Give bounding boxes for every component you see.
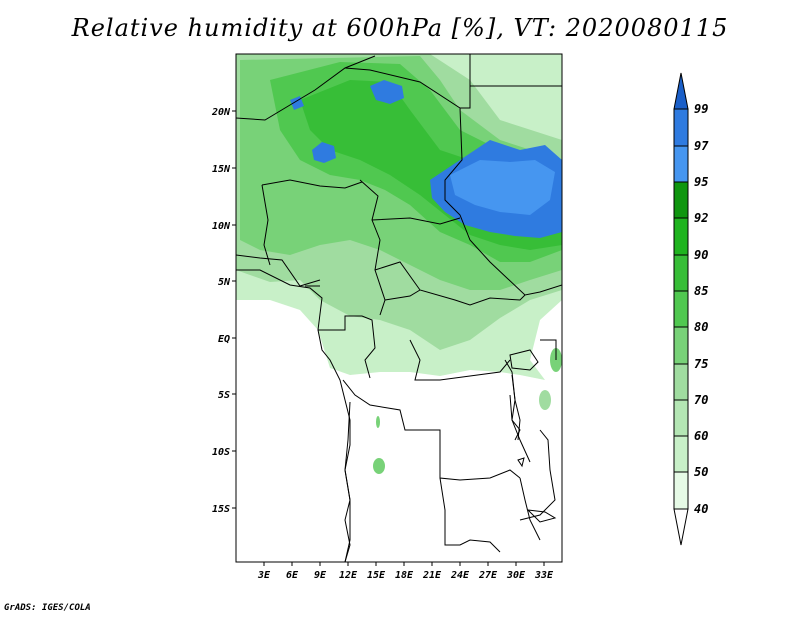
colorbar-label: 85 [694, 284, 708, 298]
colorbar-labels: 40 50 60 70 75 80 85 90 92 95 97 99 [694, 102, 709, 516]
colorbar-segment [673, 145, 689, 183]
colorbar-segment [673, 254, 689, 292]
lon-tick-labels: 3E 6E 9E 12E 15E 18E 21E 24E 27E 30E 33E [257, 570, 554, 581]
map-title: Relative humidity at 600hPa [%], VT: 202… [71, 14, 729, 42]
colorbar-label: 70 [694, 393, 708, 407]
lat-tick-label: 5S [218, 390, 230, 401]
colorbar-label: 50 [694, 465, 708, 479]
lon-tick-marks [263, 562, 545, 566]
lat-tick-labels: 20N 15N 10N 5N EQ 5S 10S 15S [211, 107, 231, 515]
lon-tick-label: 33E [534, 570, 554, 581]
colorbar-segment [673, 508, 689, 546]
lat-tick-marks [232, 110, 236, 509]
lon-tick-label: 30E [506, 570, 526, 581]
lat-tick-label: 10N [212, 221, 231, 232]
lon-tick-label: 6E [286, 570, 299, 581]
colorbar-label: 92 [694, 211, 708, 225]
colorbar-segment [673, 471, 689, 510]
colorbar [673, 72, 689, 546]
lat-tick-label: EQ [218, 334, 230, 345]
lat-tick-label: 10S [212, 447, 230, 458]
colorbar-label: 90 [694, 248, 708, 262]
credit-text: GrADS: IGES/COLA [4, 603, 91, 613]
lon-tick-label: 15E [367, 570, 386, 581]
lon-tick-label: 9E [314, 570, 327, 581]
colorbar-label: 40 [694, 502, 708, 516]
colorbar-label: 80 [694, 320, 708, 334]
lat-tick-label: 15S [212, 504, 230, 515]
lon-tick-label: 18E [395, 570, 414, 581]
lakes [509, 349, 557, 523]
lon-tick-label: 21E [422, 570, 442, 581]
colorbar-label: 99 [694, 102, 708, 116]
colorbar-segment [673, 363, 689, 401]
lon-tick-label: 27E [478, 570, 498, 581]
lat-tick-label: 20N [211, 107, 231, 118]
lat-tick-label: 15N [212, 164, 231, 175]
colorbar-segment [673, 72, 689, 110]
colorbar-segment [673, 326, 689, 365]
colorbar-label: 60 [694, 429, 708, 443]
colorbar-segment [673, 217, 689, 256]
colorbar-label: 75 [694, 357, 708, 371]
lon-tick-label: 24E [450, 570, 470, 581]
map-panel [236, 54, 562, 562]
colorbar-label: 97 [694, 139, 709, 153]
coastline [236, 269, 351, 562]
colorbar-segment [673, 435, 689, 473]
map-frame [235, 53, 563, 563]
colorbar-segment [673, 108, 689, 147]
colorbar-segment [673, 399, 689, 437]
colorbar-segment [673, 290, 689, 328]
colorbar-segment [673, 181, 689, 219]
colorbar-label: 95 [694, 175, 708, 189]
lon-tick-label: 12E [339, 570, 358, 581]
lat-tick-label: 5N [218, 277, 231, 288]
lon-tick-label: 3E [257, 570, 271, 581]
humidity-field [236, 54, 562, 474]
